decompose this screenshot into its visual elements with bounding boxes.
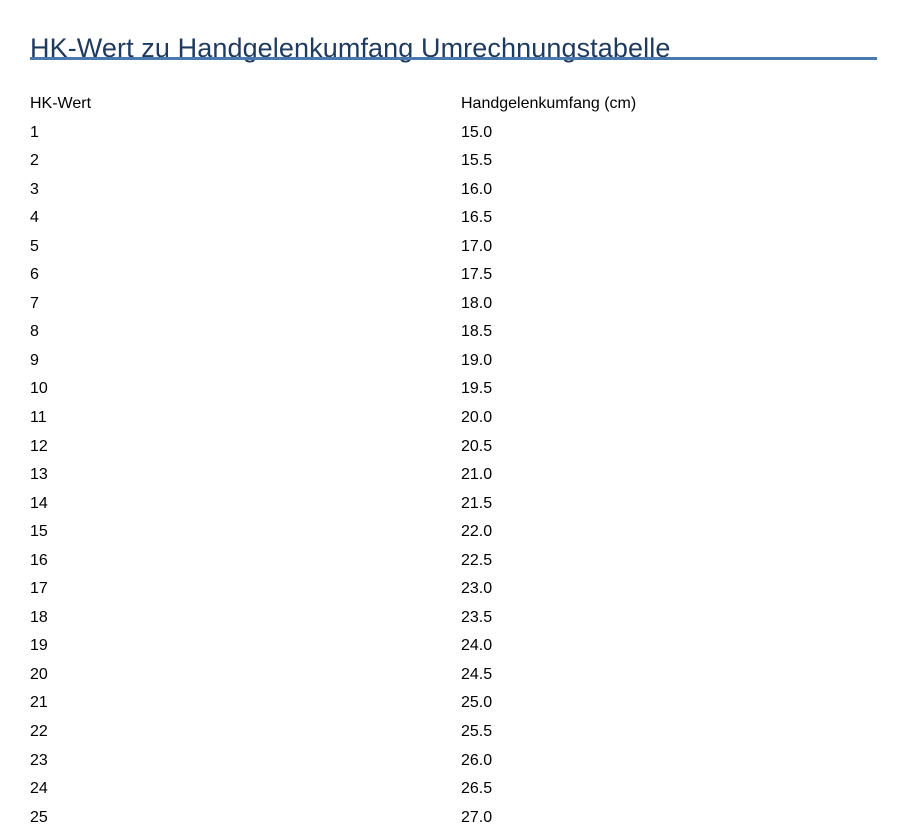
cell-handgelenkumfang: 20.0 bbox=[461, 409, 493, 427]
cell-handgelenkumfang: 17.0 bbox=[461, 237, 493, 255]
cell-hk-wert: 21 bbox=[30, 694, 48, 712]
table-row: 12 20.5 bbox=[0, 433, 907, 462]
table-row: 2 15.5 bbox=[0, 147, 907, 176]
cell-hk-wert: 5 bbox=[30, 237, 39, 255]
cell-handgelenkumfang: 22.5 bbox=[461, 551, 493, 569]
cell-hk-wert: 2 bbox=[30, 152, 39, 170]
table-body: 1 15.0 2 15.5 3 16.0 4 16.5 5 17.0 6 17.5 7 18.0 8 18.5… bbox=[0, 119, 907, 832]
conversion-table: HK-Wert Handgelenkumfang (cm) 1 15.0 2 15.5… bbox=[0, 90, 907, 832]
cell-hk-wert: 19 bbox=[30, 637, 48, 655]
page-title: HK-Wert zu Handgelenkumfang Umrechnungst… bbox=[30, 33, 671, 64]
cell-handgelenkumfang: 17.5 bbox=[461, 266, 493, 284]
table-row: 9 19.0 bbox=[0, 347, 907, 376]
cell-handgelenkumfang: 21.0 bbox=[461, 466, 493, 484]
table-row: 11 20.0 bbox=[0, 404, 907, 433]
table-row: 5 17.0 bbox=[0, 233, 907, 262]
table-row: 1 15.0 bbox=[0, 119, 907, 148]
cell-handgelenkumfang: 27.0 bbox=[461, 808, 493, 826]
cell-hk-wert: 6 bbox=[30, 266, 39, 284]
cell-hk-wert: 18 bbox=[30, 608, 48, 626]
cell-handgelenkumfang: 19.5 bbox=[461, 380, 493, 398]
table-header-row: HK-Wert Handgelenkumfang (cm) bbox=[0, 90, 907, 119]
cell-hk-wert: 9 bbox=[30, 351, 39, 369]
column-header-hk-wert: HK-Wert bbox=[30, 95, 92, 112]
table-row: 13 21.0 bbox=[0, 461, 907, 490]
cell-hk-wert: 1 bbox=[30, 123, 39, 141]
cell-handgelenkumfang: 15.0 bbox=[461, 123, 493, 141]
cell-hk-wert: 12 bbox=[30, 437, 48, 455]
cell-hk-wert: 13 bbox=[30, 466, 48, 484]
table-row: 4 16.5 bbox=[0, 204, 907, 233]
cell-handgelenkumfang: 26.0 bbox=[461, 751, 493, 769]
cell-hk-wert: 24 bbox=[30, 780, 48, 798]
cell-hk-wert: 25 bbox=[30, 808, 48, 826]
column-header-handgelenkumfang: Handgelenkumfang (cm) bbox=[461, 95, 637, 112]
cell-handgelenkumfang: 21.5 bbox=[461, 494, 493, 512]
table-row: 24 26.5 bbox=[0, 775, 907, 804]
title-divider bbox=[30, 57, 877, 60]
table-row: 3 16.0 bbox=[0, 176, 907, 205]
cell-handgelenkumfang: 15.5 bbox=[461, 152, 493, 170]
cell-hk-wert: 14 bbox=[30, 494, 48, 512]
table-row: 16 22.5 bbox=[0, 547, 907, 576]
cell-handgelenkumfang: 16.5 bbox=[461, 209, 493, 227]
cell-handgelenkumfang: 24.5 bbox=[461, 665, 493, 683]
cell-hk-wert: 17 bbox=[30, 580, 48, 598]
cell-hk-wert: 15 bbox=[30, 523, 48, 541]
cell-handgelenkumfang: 18.0 bbox=[461, 294, 493, 312]
cell-hk-wert: 23 bbox=[30, 751, 48, 769]
cell-handgelenkumfang: 22.0 bbox=[461, 523, 493, 541]
cell-handgelenkumfang: 20.5 bbox=[461, 437, 493, 455]
cell-handgelenkumfang: 23.0 bbox=[461, 580, 493, 598]
table-row: 6 17.5 bbox=[0, 261, 907, 290]
cell-handgelenkumfang: 23.5 bbox=[461, 608, 493, 626]
table-row: 19 24.0 bbox=[0, 632, 907, 661]
table-row: 20 24.5 bbox=[0, 661, 907, 690]
cell-handgelenkumfang: 24.0 bbox=[461, 637, 493, 655]
cell-handgelenkumfang: 25.5 bbox=[461, 723, 493, 741]
table-row: 25 27.0 bbox=[0, 804, 907, 832]
table-row: 10 19.5 bbox=[0, 375, 907, 404]
table-row: 7 18.0 bbox=[0, 290, 907, 319]
cell-handgelenkumfang: 18.5 bbox=[461, 323, 493, 341]
cell-hk-wert: 10 bbox=[30, 380, 48, 398]
table-row: 23 26.0 bbox=[0, 747, 907, 776]
cell-hk-wert: 8 bbox=[30, 323, 39, 341]
cell-handgelenkumfang: 26.5 bbox=[461, 780, 493, 798]
table-row: 18 23.5 bbox=[0, 604, 907, 633]
cell-hk-wert: 11 bbox=[30, 409, 47, 427]
cell-hk-wert: 22 bbox=[30, 723, 48, 741]
cell-handgelenkumfang: 19.0 bbox=[461, 351, 493, 369]
table-row: 8 18.5 bbox=[0, 318, 907, 347]
table-row: 22 25.5 bbox=[0, 718, 907, 747]
table-row: 14 21.5 bbox=[0, 490, 907, 519]
cell-hk-wert: 16 bbox=[30, 551, 48, 569]
table-row: 17 23.0 bbox=[0, 575, 907, 604]
table-header: HK-Wert Handgelenkumfang (cm) bbox=[0, 90, 907, 119]
table-row: 15 22.0 bbox=[0, 518, 907, 547]
cell-hk-wert: 4 bbox=[30, 209, 39, 227]
cell-hk-wert: 3 bbox=[30, 180, 39, 198]
cell-handgelenkumfang: 16.0 bbox=[461, 180, 493, 198]
cell-handgelenkumfang: 25.0 bbox=[461, 694, 493, 712]
table-row: 21 25.0 bbox=[0, 689, 907, 718]
cell-hk-wert: 7 bbox=[30, 294, 39, 312]
cell-hk-wert: 20 bbox=[30, 665, 48, 683]
